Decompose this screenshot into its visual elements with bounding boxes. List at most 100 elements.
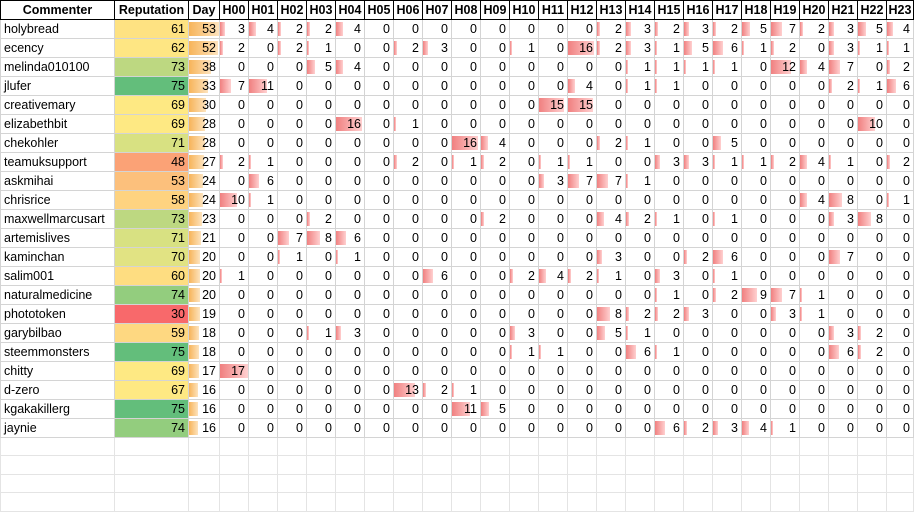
- empty-cell[interactable]: [799, 492, 829, 512]
- hour-cell[interactable]: 0: [886, 418, 914, 438]
- column-header-h19[interactable]: H19: [770, 0, 800, 20]
- hour-cell[interactable]: 2: [654, 304, 684, 324]
- reputation-cell[interactable]: 75: [114, 342, 189, 362]
- column-header-day[interactable]: Day: [188, 0, 220, 20]
- hour-cell[interactable]: 0: [451, 114, 481, 134]
- hour-cell[interactable]: 2: [393, 38, 423, 58]
- hour-cell[interactable]: 0: [567, 285, 597, 305]
- hour-cell[interactable]: 0: [712, 399, 742, 419]
- hour-cell[interactable]: 17: [219, 361, 249, 381]
- hour-cell[interactable]: 0: [857, 133, 887, 153]
- hour-cell[interactable]: 0: [625, 247, 655, 267]
- hour-cell[interactable]: 0: [683, 190, 713, 210]
- hour-cell[interactable]: 0: [248, 209, 278, 229]
- column-header-h15[interactable]: H15: [654, 0, 684, 20]
- hour-cell[interactable]: 1: [712, 266, 742, 286]
- hour-cell[interactable]: 0: [712, 171, 742, 191]
- reputation-cell[interactable]: 73: [114, 209, 189, 229]
- hour-cell[interactable]: 1: [393, 114, 423, 134]
- hour-cell[interactable]: 8: [857, 209, 887, 229]
- hour-cell[interactable]: 0: [364, 247, 394, 267]
- hour-cell[interactable]: 0: [799, 171, 829, 191]
- empty-cell[interactable]: [364, 436, 394, 457]
- hour-cell[interactable]: 7: [770, 285, 800, 305]
- empty-cell[interactable]: [625, 492, 655, 512]
- hour-cell[interactable]: 0: [451, 57, 481, 77]
- hour-cell[interactable]: 3: [625, 19, 655, 39]
- empty-cell[interactable]: [422, 473, 452, 494]
- hour-cell[interactable]: 0: [770, 114, 800, 134]
- hour-cell[interactable]: 0: [741, 76, 771, 96]
- column-header-h02[interactable]: H02: [277, 0, 307, 20]
- hour-cell[interactable]: 0: [509, 133, 539, 153]
- hour-cell[interactable]: 0: [451, 95, 481, 115]
- reputation-cell[interactable]: 71: [114, 133, 189, 153]
- hour-cell[interactable]: 0: [567, 228, 597, 248]
- hour-cell[interactable]: 0: [625, 266, 655, 286]
- hour-cell[interactable]: 2: [219, 38, 249, 58]
- hour-cell[interactable]: 0: [770, 361, 800, 381]
- reputation-cell[interactable]: 30: [114, 304, 189, 324]
- hour-cell[interactable]: 1: [741, 152, 771, 172]
- empty-cell[interactable]: [364, 492, 394, 512]
- hour-cell[interactable]: 0: [770, 399, 800, 419]
- day-cell[interactable]: 52: [188, 38, 220, 58]
- empty-cell[interactable]: [509, 455, 539, 475]
- hour-cell[interactable]: 0: [364, 38, 394, 58]
- hour-cell[interactable]: 3: [828, 38, 858, 58]
- hour-cell[interactable]: 2: [480, 209, 510, 229]
- hour-cell[interactable]: 0: [364, 152, 394, 172]
- hour-cell[interactable]: 0: [741, 190, 771, 210]
- hour-cell[interactable]: 5: [712, 133, 742, 153]
- hour-cell[interactable]: 0: [422, 247, 452, 267]
- hour-cell[interactable]: 0: [422, 323, 452, 343]
- column-header-h13[interactable]: H13: [596, 0, 626, 20]
- hour-cell[interactable]: 0: [538, 133, 568, 153]
- hour-cell[interactable]: 0: [538, 361, 568, 381]
- hour-cell[interactable]: 0: [219, 418, 249, 438]
- hour-cell[interactable]: 0: [248, 133, 278, 153]
- hour-cell[interactable]: 2: [828, 76, 858, 96]
- hour-cell[interactable]: 0: [712, 304, 742, 324]
- empty-cell[interactable]: [364, 455, 394, 475]
- hour-cell[interactable]: 0: [480, 190, 510, 210]
- hour-cell[interactable]: 3: [683, 19, 713, 39]
- empty-cell[interactable]: [886, 455, 914, 475]
- commenter-name[interactable]: naturalmedicine: [0, 285, 115, 305]
- hour-cell[interactable]: 0: [480, 342, 510, 362]
- hour-cell[interactable]: 1: [654, 57, 684, 77]
- hour-cell[interactable]: 0: [770, 133, 800, 153]
- hour-cell[interactable]: 0: [741, 209, 771, 229]
- hour-cell[interactable]: 16: [335, 114, 365, 134]
- hour-cell[interactable]: 0: [886, 342, 914, 362]
- hour-cell[interactable]: 0: [393, 323, 423, 343]
- hour-cell[interactable]: 0: [654, 323, 684, 343]
- empty-cell[interactable]: [306, 455, 336, 475]
- hour-cell[interactable]: 0: [393, 361, 423, 381]
- column-header-h07[interactable]: H07: [422, 0, 452, 20]
- hour-cell[interactable]: 0: [393, 19, 423, 39]
- empty-cell[interactable]: [188, 492, 220, 512]
- commenter-name[interactable]: kaminchan: [0, 247, 115, 267]
- day-cell[interactable]: 28: [188, 133, 220, 153]
- column-header-h01[interactable]: H01: [248, 0, 278, 20]
- hour-cell[interactable]: 0: [335, 38, 365, 58]
- hour-cell[interactable]: 2: [654, 19, 684, 39]
- hour-cell[interactable]: 0: [886, 304, 914, 324]
- empty-cell[interactable]: [596, 436, 626, 457]
- hour-cell[interactable]: 0: [422, 228, 452, 248]
- day-cell[interactable]: 18: [188, 323, 220, 343]
- hour-cell[interactable]: 0: [857, 361, 887, 381]
- hour-cell[interactable]: 0: [770, 76, 800, 96]
- hour-cell[interactable]: 0: [219, 380, 249, 400]
- hour-cell[interactable]: 7: [770, 19, 800, 39]
- hour-cell[interactable]: 0: [799, 95, 829, 115]
- empty-cell[interactable]: [799, 436, 829, 457]
- hour-cell[interactable]: 0: [248, 418, 278, 438]
- hour-cell[interactable]: 2: [422, 380, 452, 400]
- hour-cell[interactable]: 0: [393, 190, 423, 210]
- hour-cell[interactable]: 0: [480, 304, 510, 324]
- empty-cell[interactable]: [567, 436, 597, 457]
- day-cell[interactable]: 20: [188, 266, 220, 286]
- hour-cell[interactable]: 0: [277, 399, 307, 419]
